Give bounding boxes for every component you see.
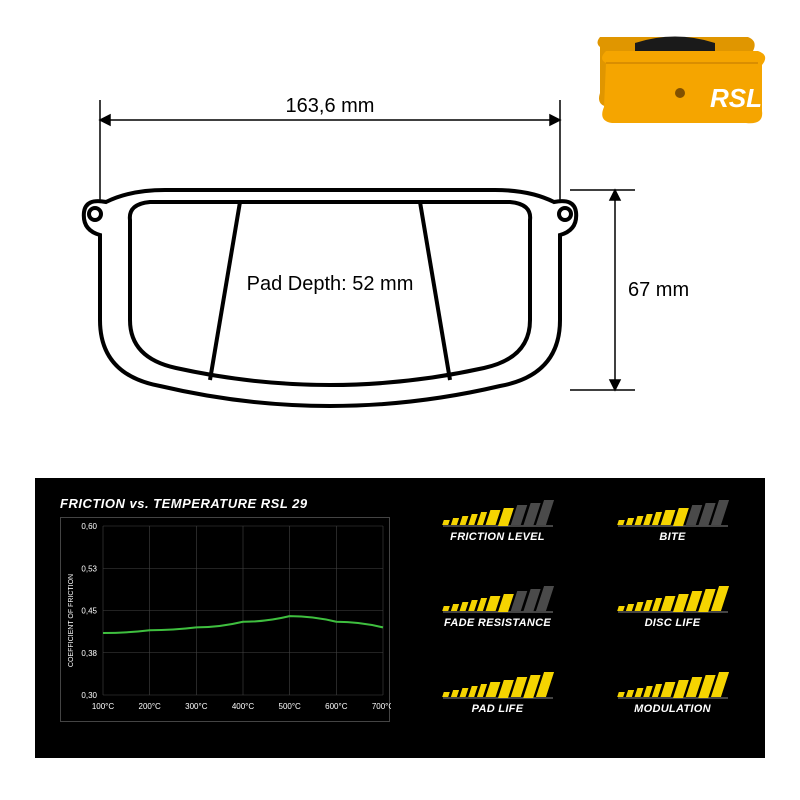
svg-text:300°C: 300°C bbox=[185, 702, 208, 711]
svg-text:100°C: 100°C bbox=[92, 702, 115, 711]
svg-text:500°C: 500°C bbox=[279, 702, 302, 711]
svg-text:400°C: 400°C bbox=[232, 702, 255, 711]
svg-text:0,53: 0,53 bbox=[81, 564, 97, 573]
metric-disc-life: DISC LIFE bbox=[605, 586, 740, 654]
width-label: 163,6 mm bbox=[286, 95, 375, 117]
svg-text:0,60: 0,60 bbox=[81, 522, 97, 531]
metric-fade-resistance: FADE RESISTANCE bbox=[430, 586, 565, 654]
metric-label: PAD LIFE bbox=[472, 703, 524, 715]
chart-title: FRICTION vs. TEMPERATURE RSL 29 bbox=[60, 496, 405, 511]
info-panel: FRICTION vs. TEMPERATURE RSL 29 0,30 0,38… bbox=[35, 478, 765, 758]
svg-text:600°C: 600°C bbox=[325, 702, 348, 711]
metric-label: BITE bbox=[659, 531, 685, 543]
svg-text:0,45: 0,45 bbox=[81, 607, 97, 616]
metric-friction-level: FRICTION LEVEL bbox=[430, 500, 565, 568]
height-label: 67 mm bbox=[628, 279, 689, 301]
svg-text:700°C: 700°C bbox=[372, 702, 391, 711]
metric-pad-life: PAD LIFE bbox=[430, 672, 565, 740]
dimension-drawing: 163,6 mm 67 mm Pad Depth: 52 mm bbox=[70, 90, 730, 450]
friction-chart: 0,30 0,38 0,45 0,53 0,60 100°C 200°C 300°C 400°C… bbox=[60, 517, 390, 722]
svg-text:200°C: 200°C bbox=[139, 702, 162, 711]
svg-text:0,38: 0,38 bbox=[81, 649, 97, 658]
metric-label: DISC LIFE bbox=[645, 617, 701, 629]
svg-text:0,30: 0,30 bbox=[81, 691, 97, 700]
metrics-grid: FRICTION LEVEL BITE FADE RESISTANCE DISC LI… bbox=[405, 496, 740, 740]
svg-text:COEFFICIENT OF FRICTION: COEFFICIENT OF FRICTION bbox=[68, 574, 75, 667]
metric-label: MODULATION bbox=[634, 703, 711, 715]
metric-label: FRICTION LEVEL bbox=[450, 531, 545, 543]
metric-bite: BITE bbox=[605, 500, 740, 568]
depth-label: Pad Depth: 52 mm bbox=[247, 273, 414, 295]
metric-label: FADE RESISTANCE bbox=[444, 617, 551, 629]
metric-modulation: MODULATION bbox=[605, 672, 740, 740]
